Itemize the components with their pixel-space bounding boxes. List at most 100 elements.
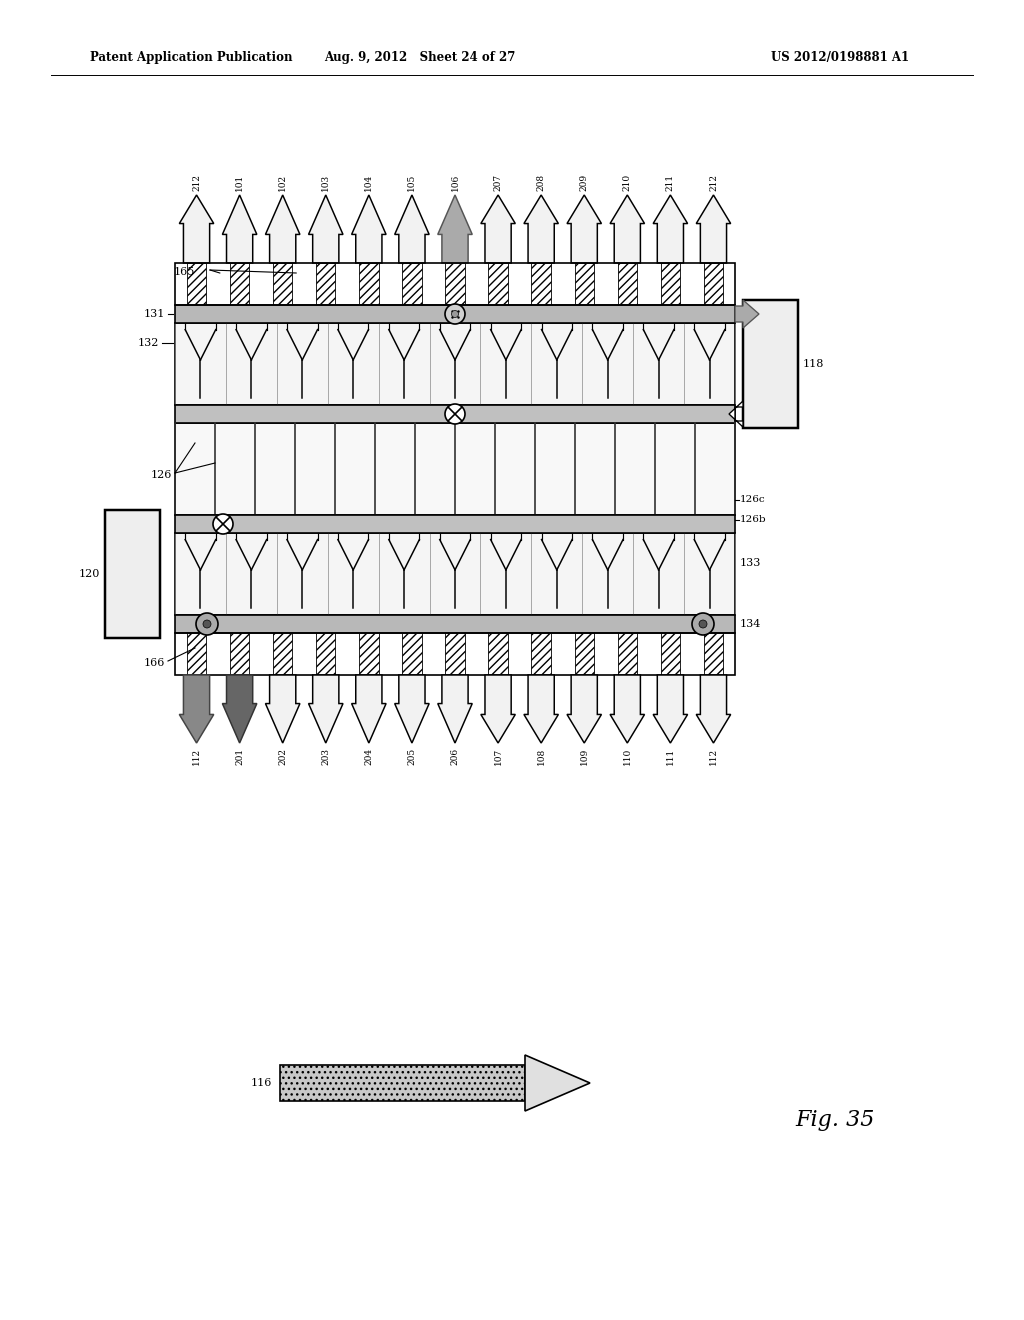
Text: 132: 132	[137, 338, 159, 348]
Bar	[488, 263, 508, 305]
Polygon shape	[179, 195, 214, 263]
Text: 205: 205	[408, 748, 417, 766]
Bar	[445, 263, 465, 305]
Bar	[531, 634, 551, 675]
Bar	[402, 634, 422, 675]
Polygon shape	[394, 195, 429, 263]
Polygon shape	[265, 195, 300, 263]
Bar	[175, 615, 735, 634]
Polygon shape	[308, 195, 343, 263]
Polygon shape	[735, 300, 759, 327]
Text: 118: 118	[803, 359, 824, 370]
Text: 106: 106	[451, 174, 460, 191]
Text: 112: 112	[709, 748, 718, 766]
Text: 120: 120	[79, 569, 100, 579]
Bar	[488, 634, 508, 675]
Bar	[186, 263, 206, 305]
Text: 103: 103	[322, 174, 331, 191]
Polygon shape	[222, 195, 257, 263]
Bar	[186, 634, 206, 675]
Text: 211: 211	[666, 174, 675, 191]
Text: 112: 112	[193, 748, 201, 766]
Polygon shape	[351, 675, 386, 743]
Bar	[280, 1065, 525, 1101]
Text: Patent Application Publication: Patent Application Publication	[90, 51, 293, 65]
Text: 107: 107	[494, 748, 503, 766]
Bar	[660, 634, 680, 675]
Text: Fig. 35: Fig. 35	[796, 1109, 874, 1131]
Text: 202: 202	[279, 748, 287, 766]
Text: 126c: 126c	[740, 495, 766, 504]
Circle shape	[452, 310, 459, 318]
Text: 206: 206	[451, 748, 460, 766]
Polygon shape	[351, 195, 386, 263]
Polygon shape	[222, 675, 257, 743]
Bar	[617, 634, 637, 675]
Bar	[273, 634, 293, 675]
Text: 126: 126	[151, 470, 172, 480]
Text: 131: 131	[143, 309, 165, 319]
Bar	[175, 422, 735, 515]
Polygon shape	[481, 195, 515, 263]
Polygon shape	[610, 195, 644, 263]
Text: US 2012/0198881 A1: US 2012/0198881 A1	[771, 51, 909, 65]
Polygon shape	[653, 675, 687, 743]
Text: 110: 110	[623, 748, 632, 766]
Bar	[660, 263, 680, 305]
Bar	[743, 300, 798, 428]
Text: 101: 101	[236, 174, 244, 191]
Polygon shape	[265, 675, 300, 743]
Circle shape	[699, 620, 707, 628]
Bar	[273, 263, 293, 305]
Bar	[175, 323, 735, 405]
Polygon shape	[394, 675, 429, 743]
Text: 212: 212	[193, 174, 201, 191]
Bar	[617, 263, 637, 305]
Circle shape	[196, 612, 218, 635]
Polygon shape	[438, 675, 472, 743]
Bar	[316, 634, 336, 675]
Polygon shape	[653, 195, 687, 263]
Text: 116: 116	[251, 1078, 272, 1088]
Bar	[703, 634, 723, 675]
Bar	[316, 263, 336, 305]
Polygon shape	[524, 675, 558, 743]
Bar	[175, 515, 735, 533]
Bar	[703, 263, 723, 305]
Text: 133: 133	[740, 558, 762, 568]
Bar	[359, 634, 379, 675]
Polygon shape	[308, 675, 343, 743]
Polygon shape	[179, 675, 214, 743]
Text: 126b: 126b	[740, 516, 767, 524]
Polygon shape	[524, 195, 558, 263]
Text: 210: 210	[623, 174, 632, 191]
Text: 109: 109	[580, 748, 589, 766]
Bar	[574, 634, 594, 675]
Bar	[175, 533, 735, 615]
Text: 208: 208	[537, 174, 546, 191]
Polygon shape	[481, 675, 515, 743]
Bar	[175, 405, 735, 422]
Text: 102: 102	[279, 174, 287, 191]
Circle shape	[213, 513, 233, 535]
Text: 201: 201	[236, 748, 244, 766]
Circle shape	[203, 620, 211, 628]
Text: 212: 212	[709, 174, 718, 191]
Bar	[230, 263, 249, 305]
Polygon shape	[729, 401, 743, 426]
Text: 204: 204	[365, 748, 374, 766]
Bar	[230, 634, 249, 675]
Bar	[280, 1065, 525, 1101]
Text: Aug. 9, 2012   Sheet 24 of 27: Aug. 9, 2012 Sheet 24 of 27	[325, 51, 516, 65]
Text: 209: 209	[580, 174, 589, 191]
Text: 134: 134	[740, 619, 762, 630]
Circle shape	[445, 404, 465, 424]
Text: 203: 203	[322, 748, 331, 766]
Text: 104: 104	[365, 174, 374, 191]
Text: 108: 108	[537, 748, 546, 766]
Text: 111: 111	[666, 748, 675, 766]
Polygon shape	[567, 195, 601, 263]
Bar	[359, 263, 379, 305]
Circle shape	[445, 304, 465, 323]
Text: 105: 105	[408, 174, 417, 191]
